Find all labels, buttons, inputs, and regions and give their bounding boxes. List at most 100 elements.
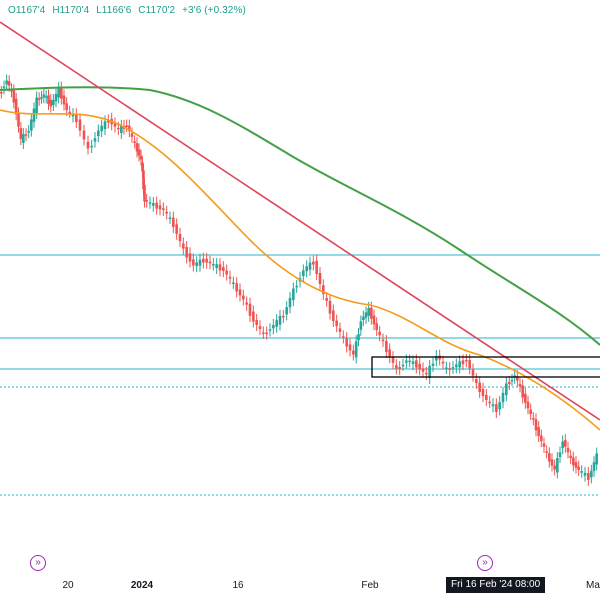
candle-body [348, 344, 352, 351]
candle-body [44, 96, 48, 98]
candle-body [461, 360, 465, 365]
candle-body [435, 356, 438, 361]
candle-body [352, 350, 355, 355]
time-axis-label: Feb [361, 580, 379, 591]
candle-body [165, 211, 168, 214]
candle-body [137, 149, 141, 156]
candle-body [580, 471, 583, 473]
candle-body [228, 276, 232, 279]
candle-body [545, 451, 548, 453]
candle-body [0, 92, 3, 94]
candle-body [82, 130, 86, 140]
candle-body [529, 409, 532, 414]
candle-body [561, 441, 564, 449]
candle-body [425, 372, 428, 375]
candle-body [532, 418, 535, 420]
candle-body [12, 90, 16, 103]
candle-body [295, 285, 298, 288]
time-axis-label: Ma [586, 580, 600, 591]
candle-body [62, 95, 66, 105]
candle-body [255, 320, 258, 325]
candle-body [455, 364, 458, 368]
candle-body [524, 393, 527, 403]
candle-body [359, 321, 363, 330]
candle-body [465, 359, 468, 362]
candle-body [2, 86, 6, 89]
candle-body [421, 368, 425, 372]
candle-body [268, 329, 272, 331]
event-marker-icon[interactable]: » [477, 555, 493, 571]
candle-body [65, 103, 68, 110]
candle-body [5, 80, 8, 85]
candle-body [475, 379, 478, 383]
candle-body [564, 440, 567, 447]
candle-body [395, 365, 398, 369]
candle-body [86, 141, 90, 149]
candle-body [391, 357, 395, 363]
candle-body [372, 315, 376, 325]
candle-body [491, 404, 495, 407]
candle-body [130, 133, 134, 137]
candle-body [195, 262, 198, 267]
event-marker-icon[interactable]: » [30, 555, 46, 571]
candle-body [128, 125, 131, 132]
candle-body [68, 111, 71, 114]
candle-body [252, 311, 255, 322]
candle-body [182, 243, 185, 249]
candle-body [47, 95, 50, 105]
candle-body [212, 264, 215, 266]
candle-body [583, 472, 587, 476]
candle-body [37, 98, 41, 100]
candle-body [54, 94, 58, 102]
candle-body [168, 217, 172, 219]
candle-body [308, 262, 312, 270]
candle-body [282, 315, 285, 318]
candle-body [141, 162, 144, 172]
candle-body [78, 119, 82, 131]
candle-body [232, 282, 235, 284]
candle-body [103, 121, 107, 130]
candle-body [548, 453, 551, 462]
candle-body [362, 316, 365, 320]
chart-canvas[interactable] [0, 0, 600, 570]
time-axis[interactable]: 20 2024 16 Feb Ma [0, 570, 600, 600]
candle-body [30, 119, 33, 131]
candle-body [90, 145, 93, 148]
candle-body [516, 376, 519, 381]
candle-body [60, 87, 63, 99]
candle-body [345, 338, 348, 347]
candle-body [202, 258, 205, 263]
candle-body [375, 323, 378, 330]
candle-body [185, 247, 188, 258]
trendline [0, 21, 600, 421]
candle-body [57, 88, 60, 98]
candle-body [142, 170, 145, 190]
candle-body [590, 470, 593, 478]
candle-body [448, 368, 451, 370]
candle-body [22, 134, 25, 143]
candle-body [235, 283, 238, 292]
candle-body [42, 94, 46, 98]
candle-body [508, 382, 511, 385]
candle-body [143, 184, 146, 202]
ohlc-low: L1166'6 [96, 5, 132, 16]
candle-body [135, 143, 139, 152]
candle-body [354, 341, 358, 358]
time-axis-label: 16 [232, 580, 244, 591]
candle-body [225, 270, 228, 275]
candle-body [175, 224, 178, 234]
candle-body [381, 339, 385, 342]
ohlc-change: +3'6 (+0.32%) [182, 5, 246, 16]
candle-body [19, 127, 23, 139]
candle-body [172, 217, 175, 227]
candle-body [478, 382, 481, 392]
candle-body [471, 369, 475, 376]
candle-body [107, 120, 110, 123]
candle-body [27, 131, 30, 133]
candle-body [332, 310, 335, 321]
candle-body [312, 261, 315, 265]
candle-body [481, 388, 485, 396]
candle-body [526, 401, 530, 409]
candle-body [285, 307, 288, 315]
